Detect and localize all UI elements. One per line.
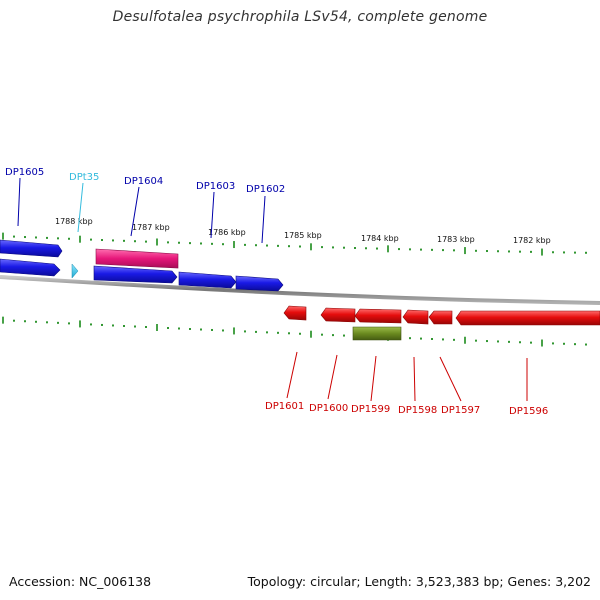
scale-label-1784: 1784 kbp [361,234,399,243]
forward-gene-dp1605[interactable] [0,258,61,277]
reverse-gene-dp1600[interactable] [320,307,356,323]
scale-label-1785: 1785 kbp [284,231,322,240]
scale-label-1782: 1782 kbp [513,236,551,245]
gene-label-dp1600[interactable]: DP1600 [309,403,348,414]
leader-line-dp1602 [261,195,266,244]
reverse-gene-dp1598[interactable] [402,309,429,325]
scale-label-1786: 1786 kbp [208,228,246,237]
scale-ticks-reverse [2,316,587,347]
gene-label-dp1604[interactable]: DP1604 [124,176,163,187]
leader-line-dp1604 [130,186,140,237]
scale-label-1788: 1788 kbp [55,217,93,226]
leader-line-dp1605 [17,177,21,227]
pink-feature[interactable] [95,248,179,269]
gene-label-dp1598[interactable]: DP1598 [398,405,437,416]
genome-backbone [0,275,600,305]
scale-label-1787: 1787 kbp [132,223,170,232]
gene-label-dpt35[interactable]: DPt35 [69,172,99,183]
forward-gene-dp1605-upper[interactable] [0,239,63,258]
scale-ticks-forward [2,232,587,256]
leader-line-dp1603 [210,191,215,239]
leader-line-dp1601 [286,351,298,399]
gene-label-dp1597[interactable]: DP1597 [441,405,480,416]
gene-label-dp1602[interactable]: DP1602 [246,184,285,195]
forward-gene-dp1603[interactable] [178,271,237,289]
reverse-gene-dp1596[interactable] [455,310,600,326]
leader-line-dp1599 [370,355,377,402]
leader-line-dpt35 [77,182,84,233]
leader-line-dp1598 [413,356,416,402]
reverse-gene-dp1599[interactable] [354,308,402,324]
forward-gene-dp1602[interactable] [235,275,284,292]
leader-line-dp1600 [327,354,338,400]
leader-line-dp1597 [439,356,462,402]
forward-gene-dp1604[interactable] [93,265,178,284]
accession-text: Accession: NC_006138 [9,574,152,589]
gene-label-dp1605[interactable]: DP1605 [5,167,44,178]
olive-feature[interactable] [352,326,402,341]
gene-label-dp1601[interactable]: DP1601 [265,401,304,412]
gene-label-dp1603[interactable]: DP1603 [196,181,235,192]
gene-label-dp1599[interactable]: DP1599 [351,404,390,415]
scale-label-1783: 1783 kbp [437,235,475,244]
genome-title: Desulfotalea psychrophila LSv54, complet… [112,9,488,25]
gene-label-dp1596[interactable]: DP1596 [509,406,548,417]
reverse-gene-dp1597[interactable] [428,310,453,325]
topology-text: Topology: circular; Length: 3,523,383 bp… [247,574,591,589]
trna-dpt35[interactable] [71,263,79,279]
reverse-gene-dp1601[interactable] [283,305,307,321]
